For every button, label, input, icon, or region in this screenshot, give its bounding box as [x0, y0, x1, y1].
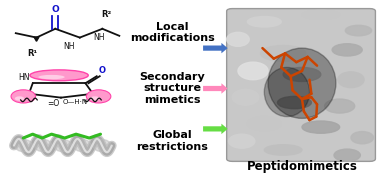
Text: R²: R² — [101, 10, 111, 19]
Ellipse shape — [283, 67, 321, 81]
Ellipse shape — [325, 99, 355, 113]
Ellipse shape — [238, 62, 268, 80]
Ellipse shape — [11, 90, 36, 103]
Ellipse shape — [247, 117, 281, 131]
Ellipse shape — [227, 32, 249, 46]
Ellipse shape — [332, 44, 362, 56]
Ellipse shape — [87, 90, 111, 103]
Ellipse shape — [334, 149, 360, 161]
Ellipse shape — [229, 134, 255, 148]
Text: HN: HN — [18, 73, 30, 82]
Text: NH: NH — [64, 42, 75, 51]
Ellipse shape — [264, 145, 302, 155]
Ellipse shape — [74, 139, 91, 152]
Ellipse shape — [260, 45, 306, 61]
Text: O: O — [51, 5, 59, 14]
Ellipse shape — [302, 10, 340, 19]
Text: Peptidomimetics: Peptidomimetics — [246, 160, 358, 173]
Ellipse shape — [351, 132, 373, 144]
Ellipse shape — [30, 70, 88, 81]
FancyBboxPatch shape — [227, 9, 375, 161]
Ellipse shape — [54, 139, 72, 152]
Text: R¹: R¹ — [28, 49, 38, 58]
Ellipse shape — [15, 96, 24, 101]
Ellipse shape — [338, 72, 364, 88]
Ellipse shape — [232, 89, 259, 105]
Text: =O: =O — [47, 99, 59, 107]
Ellipse shape — [264, 67, 310, 117]
Text: O: O — [99, 66, 105, 75]
Ellipse shape — [34, 139, 52, 152]
Ellipse shape — [345, 25, 372, 36]
Text: NH: NH — [93, 33, 104, 42]
Ellipse shape — [38, 75, 65, 79]
Text: Global
restrictions: Global restrictions — [136, 130, 208, 152]
Text: Secondary
structure
mimetics: Secondary structure mimetics — [139, 72, 205, 105]
Ellipse shape — [268, 48, 336, 118]
Ellipse shape — [90, 96, 99, 101]
Text: O—H·N: O—H·N — [63, 99, 88, 104]
Ellipse shape — [247, 16, 281, 27]
Ellipse shape — [15, 139, 33, 152]
Text: Local
modifications: Local modifications — [130, 21, 214, 43]
Ellipse shape — [93, 139, 111, 152]
Ellipse shape — [302, 121, 340, 133]
Ellipse shape — [277, 96, 311, 109]
